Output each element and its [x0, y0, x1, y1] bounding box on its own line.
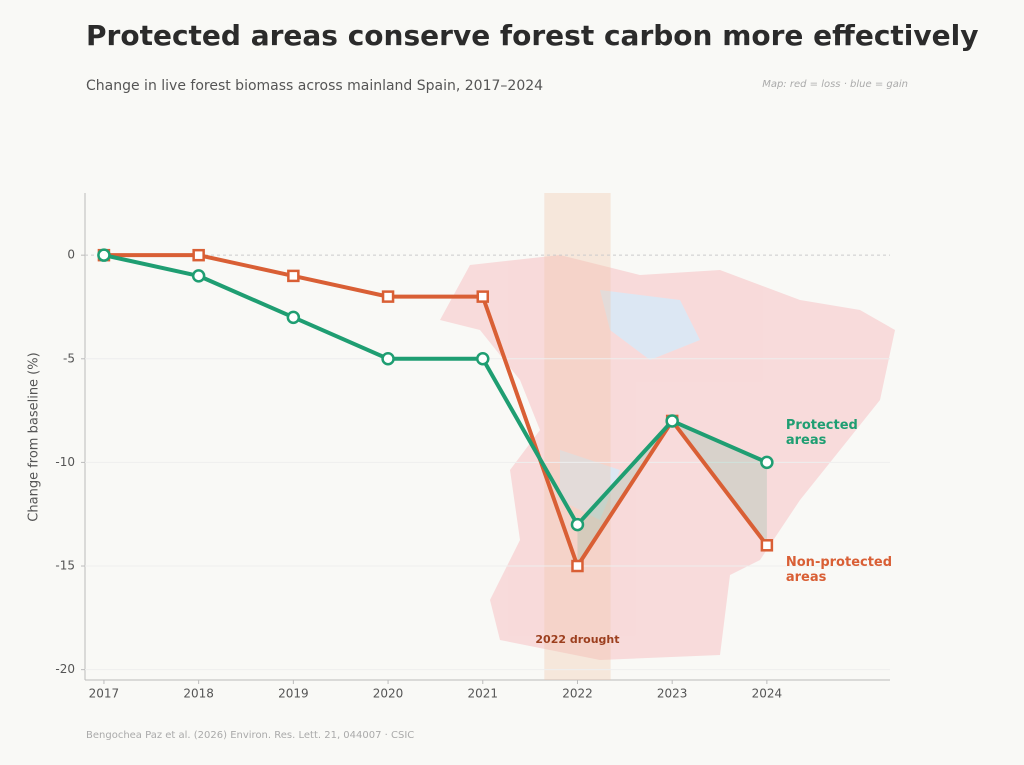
gap-fill: [577, 420, 767, 567]
x-tick-label: 2022: [562, 687, 593, 701]
source: Bengochea Paz et al. (2026) Environ. Res…: [86, 730, 414, 741]
y-axis-label: Change from baseline (%): [27, 352, 42, 521]
map-background: [440, 255, 895, 660]
x-tick-label: 2017: [89, 687, 120, 701]
y-tick-label: -20: [55, 662, 75, 676]
marker: [191, 269, 206, 283]
legend-label: Protected areas: [785, 418, 858, 449]
marker: [760, 455, 774, 470]
marker: [381, 352, 395, 366]
drought-band: [544, 193, 611, 680]
x-tick-label: 2021: [467, 687, 498, 701]
map-note: Map: red = loss · blue = gain: [762, 79, 908, 90]
marker: [287, 269, 300, 283]
x-tick-label: 2019: [278, 687, 309, 701]
marker: [476, 352, 490, 366]
annotation: 2022 drought: [535, 633, 619, 646]
marker: [665, 414, 679, 428]
marker: [192, 248, 205, 262]
x-tick-label: 2024: [752, 687, 783, 701]
x-tick-label: 2020: [373, 687, 404, 701]
x-tick-label: 2023: [657, 687, 688, 701]
marker: [286, 310, 301, 325]
y-tick-label: -10: [55, 455, 75, 469]
x-tick-label: 2018: [183, 687, 214, 701]
marker: [760, 539, 774, 552]
marker: [571, 559, 584, 573]
y-tick-label: 0: [67, 248, 75, 262]
series-line: [103, 253, 768, 527]
chart-subtitle: Change in live forest biomass across mai…: [86, 78, 543, 94]
marker: [381, 290, 395, 303]
y-tick-label: -5: [63, 351, 75, 365]
marker: [570, 517, 585, 532]
marker: [97, 248, 111, 262]
y-tick-label: -15: [55, 559, 75, 573]
chart-title: Protected areas conserve forest carbon m…: [86, 19, 979, 52]
legend-label: Non-protected areas: [785, 555, 893, 586]
series-line: [103, 253, 769, 569]
marker: [476, 290, 490, 303]
